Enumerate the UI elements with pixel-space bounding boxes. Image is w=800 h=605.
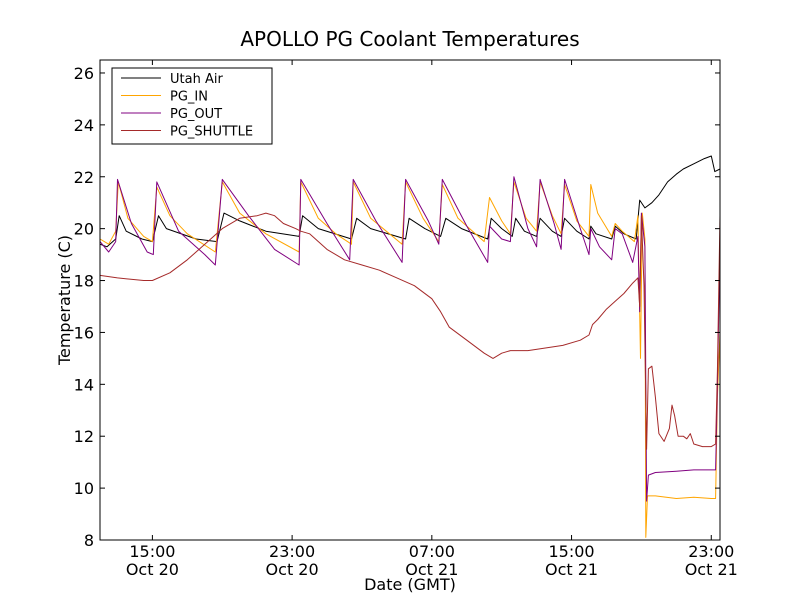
x-tick-label-date: Oct 21: [685, 560, 738, 579]
y-tick-label: 16: [74, 323, 94, 342]
y-tick-label: 26: [74, 64, 94, 83]
x-tick-label-time: 15:00: [129, 542, 175, 561]
legend-label-pg-shuttle: PG_SHUTTLE: [170, 125, 253, 140]
x-tick-label-date: Oct 20: [126, 560, 179, 579]
chart-title: APOLLO PG Coolant Temperatures: [240, 27, 579, 51]
series-line-pg-out: [99, 176, 721, 502]
legend: Utah Air PG_IN PG_OUT PG_SHUTTLE: [111, 67, 273, 145]
series-lines: [99, 155, 721, 538]
legend-box: [111, 67, 273, 145]
y-tick-label: 14: [74, 375, 94, 394]
x-tick-label-time: 15:00: [548, 542, 594, 561]
legend-label-pg-in: PG_IN: [170, 90, 208, 105]
x-tick-label-time: 23:00: [269, 542, 315, 561]
series-line-utah-air: [99, 155, 721, 248]
legend-label-utah-air: Utah Air: [170, 72, 223, 87]
x-tick-label-time: 07:00: [409, 542, 455, 561]
series-line-pg-in: [99, 181, 721, 538]
y-tick-label: 24: [74, 116, 94, 135]
y-axis-ticks: 8 10 12 14 16 18 20 22 24 26: [74, 64, 720, 550]
x-tick-label-time: 23:00: [688, 542, 734, 561]
y-tick-label: 10: [74, 479, 94, 498]
x-tick-label-date: Oct 21: [405, 560, 458, 579]
x-tick-label-date: Oct 20: [266, 560, 319, 579]
x-tick-label-date: Oct 21: [545, 560, 598, 579]
y-tick-label: 20: [74, 220, 94, 239]
y-tick-label: 8: [84, 531, 94, 550]
y-axis-label: Temperature (C): [55, 235, 74, 366]
y-tick-label: 18: [74, 272, 94, 291]
y-tick-label: 12: [74, 427, 94, 446]
series-line-pg-shuttle: [99, 212, 721, 450]
y-tick-label: 22: [74, 168, 94, 187]
x-axis-label: Date (GMT): [364, 575, 456, 594]
plot-area-frame: [99, 59, 721, 541]
legend-label-pg-out: PG_OUT: [170, 107, 222, 122]
